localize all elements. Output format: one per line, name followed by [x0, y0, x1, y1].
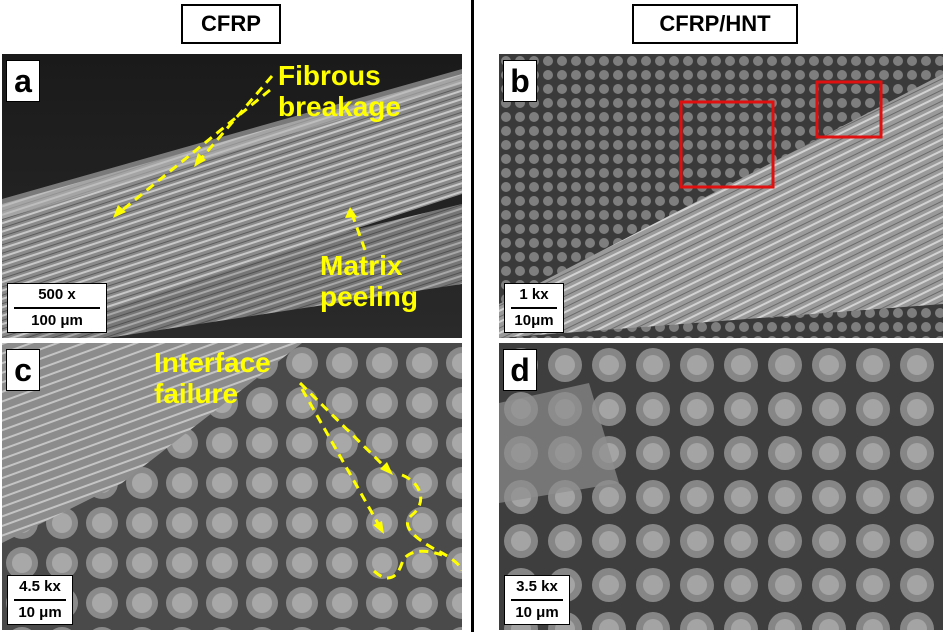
- column-title-cfrp-hnt: CFRP/HNT: [632, 4, 798, 44]
- sem-image-b: [499, 54, 943, 338]
- column-divider: [471, 0, 474, 632]
- scale-bar-d: 3.5 kx 10 μm: [504, 575, 570, 625]
- panel-letter-a: a: [6, 60, 40, 102]
- panel-letter-d: d: [503, 349, 537, 391]
- panel-letter-c: c: [6, 349, 40, 391]
- panel-d: d 3.5 kx 10 μm: [499, 343, 943, 630]
- panel-letter-b: b: [503, 60, 537, 102]
- scale-bar-a: 500 x 100 μm: [7, 283, 107, 333]
- panel-a: a Fibrous breakage Matrix peeling 500 x 100…: [2, 54, 462, 338]
- sem-image-d: [499, 343, 943, 630]
- panel-c: c Interface failure 4.5 kx 10 μm: [2, 343, 462, 630]
- column-title-cfrp: CFRP: [181, 4, 281, 44]
- scale-bar-b: 1 kx 10μm: [504, 283, 564, 333]
- annotation-matrix-peeling: Matrix peeling: [320, 250, 419, 312]
- scale-bar-c: 4.5 kx 10 μm: [7, 575, 73, 625]
- panel-b: b 1 kx 10μm: [499, 54, 943, 338]
- annotation-interface-failure: Interface failure: [154, 347, 271, 409]
- annotation-fibrous-breakage: Fibrous breakage: [278, 60, 401, 122]
